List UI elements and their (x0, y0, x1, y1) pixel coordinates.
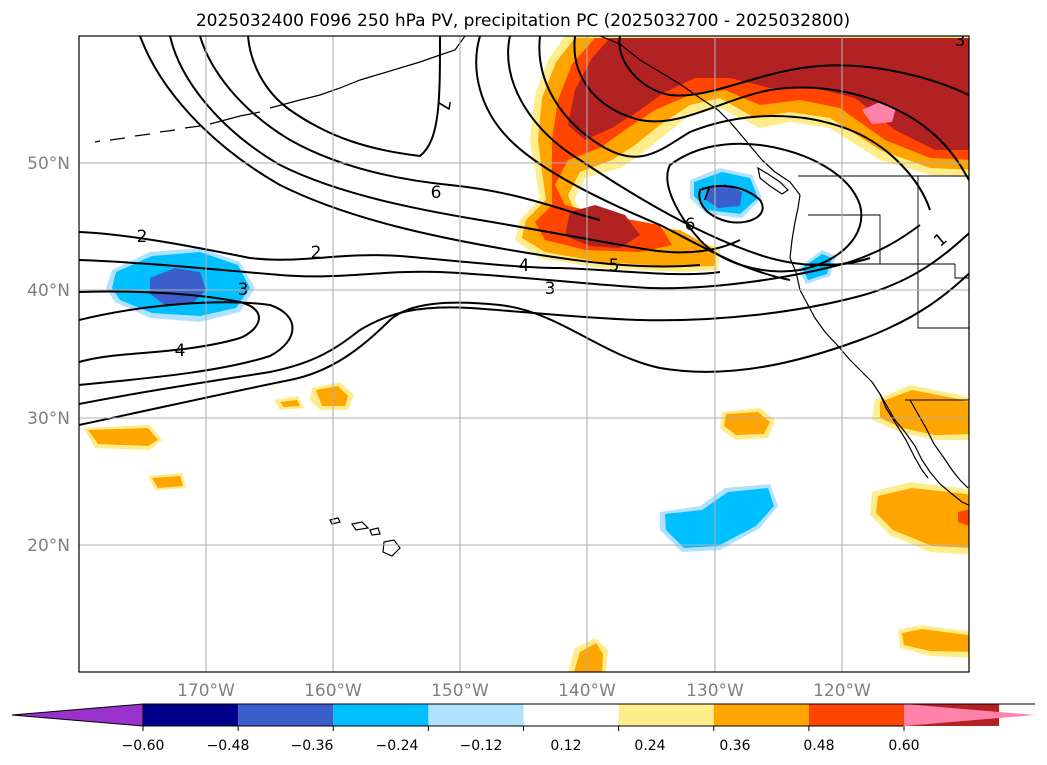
coastlines (94, 36, 969, 557)
lon-label: 160°W (304, 681, 362, 701)
pv-contour (666, 142, 863, 273)
border-state-lines (800, 176, 969, 329)
colorbar-tick-label: 0.48 (803, 738, 834, 754)
coastline-southeast-alaska (599, 36, 801, 241)
lon-label: 140°W (558, 681, 616, 701)
pv-contour-label: 4 (519, 256, 530, 276)
colorbar-swatch (428, 704, 524, 726)
positive-anomaly-region (902, 629, 969, 652)
latitude-labels: 50°N 40°N 30°N 20°N (27, 154, 70, 556)
colorbar-tick-label: 0.36 (719, 738, 750, 754)
positive-anomaly-region (568, 38, 969, 150)
positive-anomaly-region (958, 509, 969, 526)
positive-anomaly-region (316, 386, 348, 406)
colorbar-swatches (12, 704, 1035, 726)
colorbar-tick-label: 0.24 (634, 738, 665, 754)
colorbar-swatch (333, 704, 429, 726)
pv-contour (79, 301, 294, 386)
colorbar-tick-label: −0.12 (460, 738, 503, 754)
colorbar-swatch (618, 704, 714, 726)
lon-label: 170°W (177, 681, 235, 701)
colorbar-tick-label: −0.48 (207, 738, 250, 754)
negative-anomaly-region (802, 254, 832, 280)
lat-label: 50°N (27, 154, 70, 174)
pv-contour (698, 184, 764, 224)
pv-contour (139, 36, 701, 268)
pv-contour-label: 7 (701, 185, 712, 205)
pv-contour-label: 7 (432, 98, 454, 112)
colorbar: −0.60 −0.48 −0.36 −0.24 −0.12 0.12 0.24 … (11, 703, 1035, 754)
coastline-aleutians (94, 111, 261, 143)
lat-label: 40°N (27, 281, 70, 301)
pv-contour (507, 36, 871, 267)
colorbar-swatch (808, 704, 904, 726)
figure-title: 2025032400 F096 250 hPa PV, precipitatio… (196, 11, 850, 31)
pv-contour (573, 36, 969, 183)
colorbar-swatch (143, 704, 239, 726)
pv-contour (79, 231, 721, 276)
pv-contour (79, 272, 969, 426)
map-panel: 2 2 3 3 4 4 5 6 6 7 7 1 3 (78, 31, 970, 673)
colorbar-extend-high (904, 704, 1035, 726)
lat-label: 20°N (27, 536, 70, 556)
pv-contour (618, 36, 969, 97)
pv-contours (79, 36, 969, 426)
positive-anomaly-region (574, 643, 603, 672)
pv-contour (199, 36, 601, 221)
pv-contour-label: 2 (311, 243, 322, 263)
lon-label: 130°W (686, 681, 744, 701)
pv-contour (169, 36, 741, 254)
colorbar-ticks (142, 726, 905, 731)
lon-label: 150°W (431, 681, 489, 701)
colorbar-swatch (523, 704, 619, 726)
pv-contour-label: 6 (431, 183, 442, 203)
colorbar-tick-label: 0.60 (888, 738, 919, 754)
pv-contour-label: 3 (955, 31, 966, 51)
gridlines (79, 36, 969, 672)
colorbar-tick-label: −0.36 (291, 738, 334, 754)
colorbar-tick-label: −0.60 (122, 738, 165, 754)
positive-anomaly-region (880, 390, 969, 435)
colorbar-swatch (713, 704, 809, 726)
pv-contour-label: 4 (175, 341, 186, 361)
pv-contour-label: 3 (545, 279, 556, 299)
pv-contour-label: 2 (137, 227, 148, 247)
colorbar-swatch (238, 704, 334, 726)
positive-anomaly-region (862, 102, 896, 124)
political-borders (798, 175, 969, 401)
pv-contour (538, 36, 931, 211)
longitude-labels: 170°W 160°W 150°W 140°W 130°W 120°W (177, 681, 871, 701)
lat-label: 30°N (27, 409, 70, 429)
coastline-vancouver-island (757, 166, 789, 195)
positive-anomaly-region (152, 476, 183, 488)
negative-anomaly-region (665, 488, 774, 548)
positive-anomaly-region (876, 488, 969, 548)
pv-contour (247, 36, 441, 158)
map-frame (78, 35, 970, 673)
coastline-hawaii (329, 517, 401, 557)
coastline-baja (879, 393, 969, 489)
pv-contour (79, 231, 969, 405)
colorbar-tick-label: 0.12 (550, 738, 581, 754)
pv-contour-label: 6 (685, 215, 696, 235)
positive-anomaly-region (88, 428, 158, 446)
colorbar-extend-low (12, 704, 143, 726)
coastline-alaska (269, 36, 466, 109)
lon-label: 120°W (813, 681, 871, 701)
positive-anomaly-region (280, 400, 300, 407)
pv-contour-label: 5 (609, 256, 620, 276)
pv-contour (79, 290, 260, 363)
colorbar-tick-labels: −0.60 −0.48 −0.36 −0.24 −0.12 0.12 0.24 … (122, 738, 920, 754)
coastline-us-west (789, 239, 969, 506)
colorbar-tick-label: −0.24 (376, 738, 419, 754)
